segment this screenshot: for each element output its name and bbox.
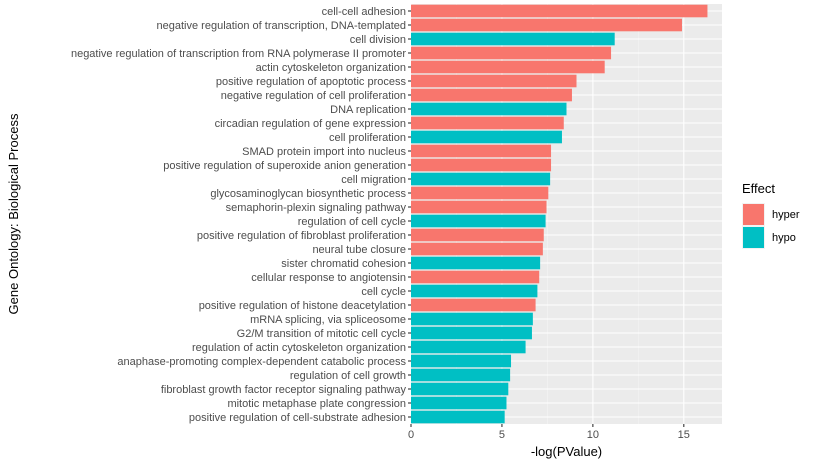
- bar: [411, 228, 544, 242]
- y-tick-label: neural tube closure: [312, 244, 406, 256]
- bar: [411, 74, 577, 88]
- bar: [411, 368, 511, 382]
- x-axis-tick-labels: 0 5 10 15: [408, 429, 690, 441]
- bar: [411, 270, 540, 284]
- legend-key-hypo: [743, 227, 764, 248]
- bar: [411, 172, 551, 186]
- y-tick-label: mitotic metaphase plate congression: [227, 398, 406, 410]
- bar: [411, 102, 567, 116]
- bars: [411, 4, 708, 424]
- bar: [411, 312, 533, 326]
- y-tick-label: SMAD protein import into nucleus: [242, 146, 406, 158]
- y-tick-label: mRNA splicing, via spliceosome: [250, 314, 406, 326]
- bar: [411, 130, 562, 144]
- y-tick-label: actin cytoskeleton organization: [256, 62, 406, 74]
- bar: [411, 88, 572, 102]
- y-tick-label: cell migration: [341, 174, 406, 186]
- bar: [411, 326, 532, 340]
- y-tick-label: DNA replication: [330, 104, 406, 116]
- y-axis-title: Gene Ontology: Biological Process: [6, 113, 21, 314]
- bar: [411, 32, 615, 46]
- bar: [411, 186, 549, 200]
- bar: [411, 60, 605, 74]
- y-tick-label: positive regulation of fibroblast prolif…: [197, 230, 406, 242]
- legend-key-hyper: [743, 204, 764, 225]
- bar: [411, 214, 546, 228]
- legend-label-hypo: hypo: [772, 232, 796, 244]
- y-tick-label: regulation of actin cytoskeleton organiz…: [192, 342, 406, 354]
- y-tick-label: regulation of cell cycle: [298, 216, 406, 228]
- y-tick-label: semaphorin-plexin signaling pathway: [226, 202, 407, 214]
- bar: [411, 116, 564, 130]
- bar: [411, 284, 538, 298]
- bar: [411, 18, 682, 32]
- y-tick-label: G2/M transition of mitotic cell cycle: [237, 328, 406, 340]
- y-tick-label: circadian regulation of gene expression: [215, 118, 406, 130]
- bar: [411, 396, 507, 410]
- bar: [411, 340, 526, 354]
- bar: [411, 144, 552, 158]
- bar: [411, 382, 509, 396]
- bar: [411, 242, 543, 256]
- y-tick-label: regulation of cell growth: [290, 370, 406, 382]
- y-tick-label: positive regulation of cell-substrate ad…: [189, 412, 406, 424]
- y-tick-label: cell division: [350, 34, 406, 46]
- x-tick-label: 15: [678, 429, 690, 441]
- x-tick-label: 0: [408, 429, 414, 441]
- x-tick-label: 5: [499, 429, 505, 441]
- grid-minor: [456, 4, 639, 424]
- legend-label-hyper: hyper: [772, 209, 800, 221]
- plot-panel: [411, 4, 722, 424]
- bar: [411, 46, 612, 60]
- bar: [411, 354, 512, 368]
- bar: [411, 158, 552, 172]
- y-tick-label: positive regulation of superoxide anion …: [163, 160, 406, 172]
- y-tick-label: positive regulation of histone deacetyla…: [199, 300, 406, 312]
- x-axis-ticks: [410, 424, 685, 427]
- y-axis-ticks: [408, 10, 411, 418]
- bar: [411, 4, 708, 18]
- y-tick-label: cell proliferation: [329, 132, 406, 144]
- y-tick-label: sister chromatid cohesion: [281, 258, 406, 270]
- y-tick-label: negative regulation of transcription fro…: [71, 48, 406, 60]
- y-tick-label: negative regulation of cell proliferatio…: [221, 90, 406, 102]
- y-tick-label: negative regulation of transcription, DN…: [157, 20, 406, 32]
- bar: [411, 200, 547, 214]
- y-tick-label: anaphase-promoting complex-dependent cat…: [117, 356, 406, 368]
- y-tick-label: glycosaminoglycan biosynthetic process: [210, 188, 406, 200]
- legend-title: Effect: [742, 181, 775, 196]
- bar: [411, 256, 541, 270]
- y-tick-label: cellular response to angiotensin: [251, 272, 406, 284]
- y-tick-label: cell cycle: [361, 286, 406, 298]
- y-axis-tick-labels: cell-cell adhesion negative regulation of…: [71, 6, 407, 424]
- x-tick-label: 10: [587, 429, 599, 441]
- y-tick-label: fibroblast growth factor receptor signal…: [161, 384, 407, 396]
- bar: [411, 298, 536, 312]
- x-axis-title: -log(PValue): [531, 444, 602, 459]
- bar: [411, 410, 505, 424]
- legend: Effect hyper hypo: [742, 181, 800, 249]
- y-tick-label: cell-cell adhesion: [322, 6, 406, 18]
- y-tick-label: positive regulation of apoptotic process: [216, 76, 407, 88]
